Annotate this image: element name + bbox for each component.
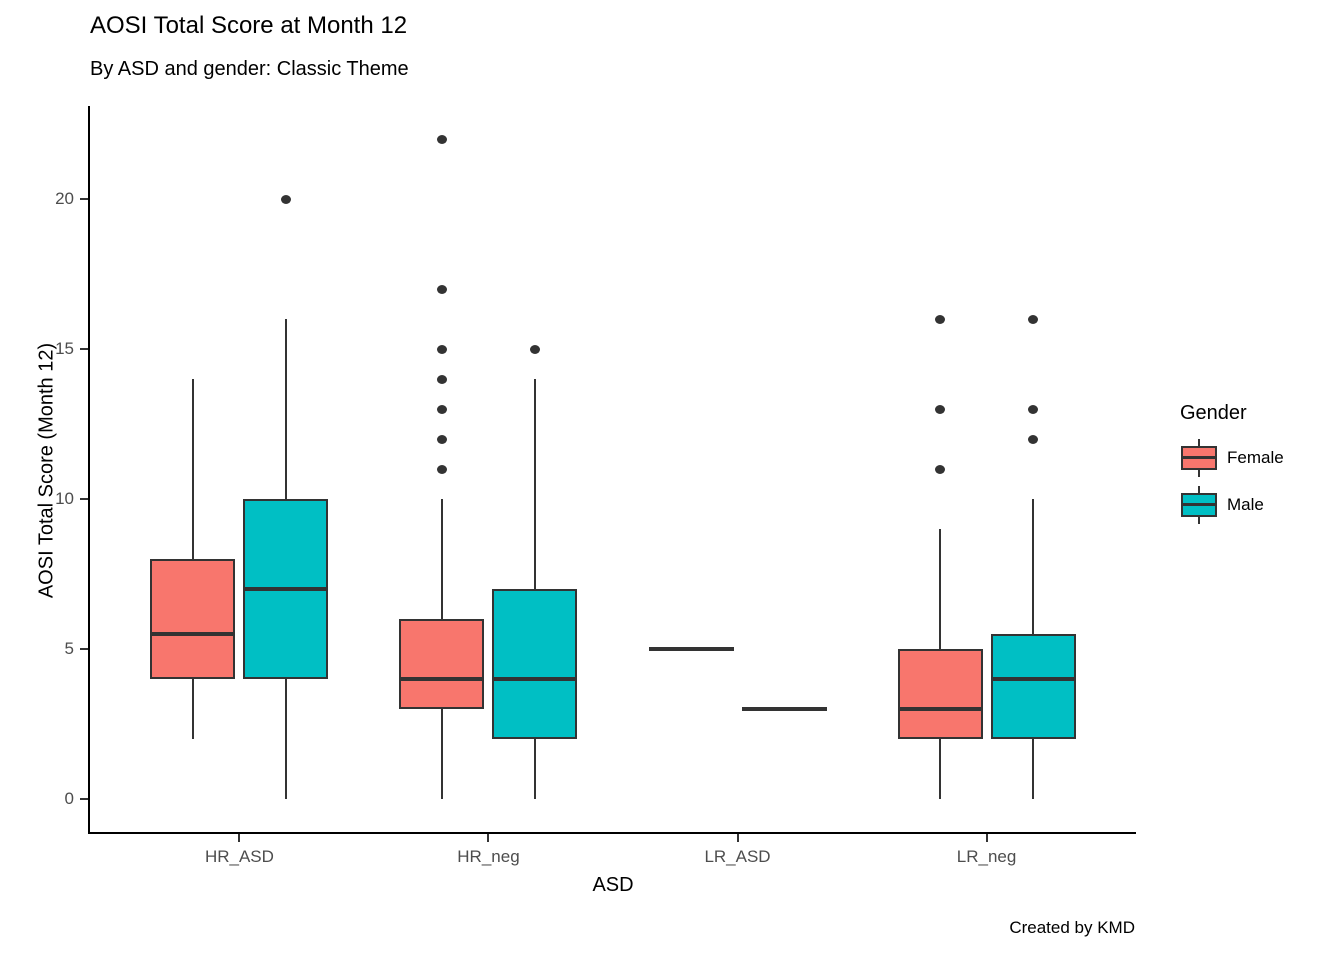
outlier-female-lr_neg	[935, 314, 946, 324]
x-axis-title: ASD	[592, 874, 634, 896]
median-female-hr_neg	[399, 677, 485, 681]
median-male-hr_neg	[492, 677, 578, 681]
outlier-female-hr_neg	[436, 404, 447, 414]
y-axis-title: AOSI Total Score (Month 12)	[35, 342, 58, 599]
whisker-lower-male-hr_asd	[284, 679, 287, 799]
outlier-female-lr_neg	[935, 404, 946, 414]
median-male-lr_neg	[990, 677, 1076, 681]
y-tick-label: 0	[64, 789, 74, 808]
outlier-female-hr_neg	[436, 344, 447, 354]
median-female-lr_asd	[648, 647, 734, 651]
legend-key-boxplot-icon	[1180, 486, 1218, 524]
chart-caption: Created by KMD	[1009, 918, 1135, 937]
whisker-upper-male-hr_neg	[533, 379, 536, 589]
y-tick-mark	[80, 798, 88, 800]
legend: Gender Female Male	[1180, 402, 1284, 533]
whisker-upper-female-hr_asd	[191, 379, 194, 559]
x-tick-mark	[487, 834, 490, 842]
whisker-upper-male-lr_neg	[1032, 499, 1035, 634]
outlier-female-hr_neg	[436, 284, 447, 294]
box-female-hr_neg	[399, 619, 485, 709]
x-tick-mark	[736, 834, 739, 842]
x-tick-mark	[238, 834, 241, 842]
outlier-female-lr_neg	[935, 464, 946, 474]
x-axis-line	[88, 832, 1136, 834]
outlier-male-hr_neg	[529, 344, 540, 354]
box-male-hr_neg	[492, 589, 578, 739]
whisker-lower-male-hr_neg	[533, 739, 536, 799]
box-male-lr_neg	[990, 634, 1076, 739]
outlier-female-hr_neg	[436, 134, 447, 144]
whisker-lower-female-hr_neg	[440, 709, 443, 799]
outlier-male-lr_neg	[1028, 314, 1039, 324]
y-tick-label: 10	[55, 489, 74, 508]
x-tick-mark	[985, 834, 988, 842]
legend-item-male: Male	[1180, 486, 1284, 524]
y-tick-mark	[80, 648, 88, 650]
y-tick-mark	[80, 498, 88, 500]
y-tick-mark	[80, 198, 88, 200]
x-tick-label-HR_neg: HR_neg	[457, 847, 520, 866]
y-tick-label: 15	[55, 339, 74, 358]
whisker-upper-male-hr_asd	[284, 319, 287, 499]
box-female-lr_neg	[897, 649, 983, 739]
chart-title: AOSI Total Score at Month 12	[90, 12, 408, 39]
x-tick-label-LR_ASD: LR_ASD	[704, 847, 771, 866]
legend-title: Gender	[1180, 402, 1247, 424]
y-tick-label: 20	[55, 189, 74, 208]
x-tick-label-LR_neg: LR_neg	[956, 847, 1017, 866]
median-female-hr_asd	[150, 632, 236, 636]
legend-item-female: Female	[1180, 439, 1284, 477]
legend-label: Male	[1227, 495, 1264, 514]
outlier-female-hr_neg	[436, 464, 447, 474]
legend-label: Female	[1227, 448, 1284, 467]
median-male-hr_asd	[243, 587, 329, 591]
whisker-lower-male-lr_neg	[1032, 739, 1035, 799]
outlier-male-lr_neg	[1028, 404, 1039, 414]
outlier-female-hr_neg	[436, 374, 447, 384]
outlier-male-lr_neg	[1028, 434, 1039, 444]
outlier-female-hr_neg	[436, 434, 447, 444]
box-female-hr_asd	[150, 559, 236, 679]
median-male-lr_asd	[741, 707, 827, 711]
y-tick-label: 5	[64, 639, 74, 658]
x-tick-label-HR_ASD: HR_ASD	[204, 847, 274, 866]
chart-subtitle: By ASD and gender: Classic Theme	[90, 58, 409, 80]
legend-key-boxplot-icon	[1180, 439, 1218, 477]
y-axis-line	[88, 106, 90, 834]
y-tick-mark	[80, 348, 88, 350]
whisker-upper-female-hr_neg	[440, 499, 443, 619]
legend-items: Female Male	[1180, 439, 1284, 524]
outlier-male-hr_asd	[280, 194, 291, 204]
median-female-lr_neg	[897, 707, 983, 711]
whisker-lower-female-lr_neg	[939, 739, 942, 799]
whisker-upper-female-lr_neg	[939, 529, 942, 649]
whisker-lower-female-hr_asd	[191, 679, 194, 739]
